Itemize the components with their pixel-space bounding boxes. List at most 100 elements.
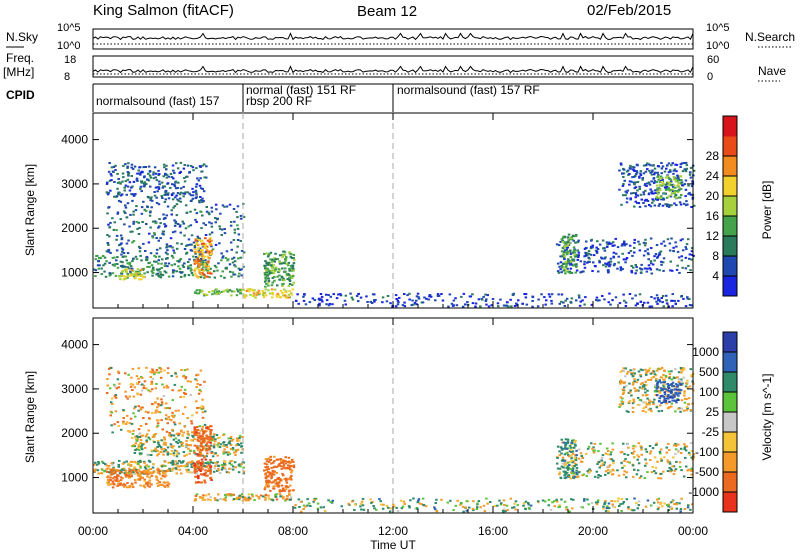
velocity-cell xyxy=(174,409,178,412)
power-cell xyxy=(121,261,124,264)
velocity-cell xyxy=(120,471,123,474)
power-cell xyxy=(634,294,637,297)
power-cell xyxy=(109,189,112,192)
velocity-cell xyxy=(210,452,213,455)
power-cell xyxy=(174,180,178,183)
velocity-cell xyxy=(286,486,290,489)
power-cell xyxy=(202,251,205,254)
power-cell xyxy=(649,171,652,174)
velocity-cell xyxy=(472,500,475,503)
power-cell xyxy=(198,289,201,292)
velocity-cell xyxy=(166,453,169,456)
velocity-cell xyxy=(279,495,282,498)
power-cell xyxy=(667,205,671,208)
power-cell xyxy=(193,246,197,249)
velocity-cell xyxy=(646,394,649,396)
velocity-cell xyxy=(276,481,279,484)
power-cell xyxy=(562,256,566,259)
power-cell xyxy=(123,223,126,226)
velocity-cell xyxy=(215,469,219,472)
velocity-cell xyxy=(166,481,169,484)
power-cell xyxy=(136,172,139,175)
power-cell xyxy=(267,277,270,280)
velocity-cell xyxy=(616,469,619,472)
velocity-cell xyxy=(616,500,620,503)
power-cell xyxy=(267,284,270,287)
velocity-cell xyxy=(201,449,204,452)
power-cell xyxy=(239,256,242,259)
velocity-cell xyxy=(110,403,114,405)
velocity-cell xyxy=(182,465,186,468)
power-cell xyxy=(676,191,680,194)
power-cell xyxy=(133,193,136,196)
velocity-cell xyxy=(667,384,670,387)
velocity-cell xyxy=(136,436,140,439)
velocity-cell xyxy=(153,441,156,444)
power-cell xyxy=(544,303,547,306)
velocity-cell xyxy=(575,454,578,457)
velocity-cell xyxy=(208,439,212,442)
power-cell xyxy=(226,259,229,262)
power-cell xyxy=(279,296,282,299)
power-cell xyxy=(324,293,328,296)
power-cell xyxy=(221,204,225,207)
velocity-cell xyxy=(649,450,653,453)
velocity-cell xyxy=(581,456,584,459)
power-cell xyxy=(272,269,275,272)
power-cell xyxy=(319,293,323,295)
power-cell xyxy=(681,238,684,241)
power-cell xyxy=(675,268,679,271)
velocity-cell xyxy=(173,423,177,426)
velocity-cell xyxy=(143,466,147,469)
velocity-cell xyxy=(113,383,116,386)
power-cell xyxy=(652,181,656,184)
velocity-cell xyxy=(278,490,282,493)
power-cell xyxy=(251,295,255,298)
velocity-cell xyxy=(214,465,217,467)
power-cell xyxy=(369,300,372,303)
velocity-cell xyxy=(477,500,481,503)
power-cell xyxy=(233,228,237,231)
velocity-cell xyxy=(606,447,609,450)
power-cell xyxy=(166,253,169,256)
power-cell xyxy=(179,258,183,260)
power-cell xyxy=(204,237,207,240)
power-cell xyxy=(204,268,208,271)
velocity-cell xyxy=(144,387,148,390)
power-cell xyxy=(174,187,178,190)
velocity-cell xyxy=(228,462,231,465)
power-cell xyxy=(209,244,212,247)
velocity-cell xyxy=(659,387,663,390)
power-cell xyxy=(632,169,636,172)
velocity-cell xyxy=(633,368,636,371)
velocity-cell xyxy=(628,382,631,385)
power-cell xyxy=(556,262,560,265)
power-cell xyxy=(111,217,114,220)
power-cell xyxy=(125,259,128,262)
velocity-cell xyxy=(129,472,132,475)
power-cell xyxy=(178,193,182,196)
velocity-colorbar-tick-label: -25 xyxy=(702,425,720,439)
velocity-cell xyxy=(639,383,643,386)
velocity-cell xyxy=(182,451,186,453)
cpid-segment-3: rbsp 200 RF xyxy=(246,94,312,108)
velocity-cell xyxy=(689,368,692,371)
nave-label: Nave xyxy=(758,64,786,78)
power-cell xyxy=(229,221,233,223)
velocity-cell xyxy=(611,448,615,451)
velocity-cell xyxy=(193,438,196,441)
power-cell xyxy=(223,276,226,279)
power-cell xyxy=(107,248,110,251)
velocity-cell xyxy=(340,505,343,508)
velocity-cell xyxy=(177,452,180,455)
velocity-cell xyxy=(124,484,127,487)
power-cell xyxy=(192,255,195,258)
velocity-cell xyxy=(137,446,140,449)
power-cell xyxy=(339,293,342,296)
velocity-cell xyxy=(126,486,129,489)
velocity-cell xyxy=(565,506,568,509)
power-cell xyxy=(410,304,413,307)
power-cell xyxy=(194,259,197,262)
power-cell xyxy=(583,260,586,263)
power-cell xyxy=(194,255,198,258)
